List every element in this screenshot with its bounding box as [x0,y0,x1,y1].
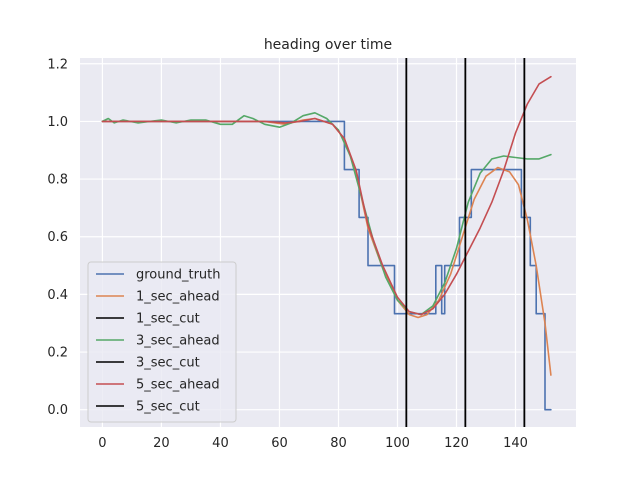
y-tick-label: 0.6 [47,230,68,245]
chart-title: heading over time [264,37,392,53]
y-axis-ticks: 0.0 0.2 0.4 0.6 0.8 1.0 1.2 [47,57,68,418]
legend-label: 3_sec_cut [136,356,200,371]
y-tick-label: 1.2 [47,57,68,72]
series-line-5-sec-ahead [101,75,552,316]
legend-label: 1_sec_cut [136,312,200,327]
x-axis-ticks: 0 20 40 60 80 100 120 140 [98,436,528,451]
cut-lines-layer [405,58,526,427]
y-tick-label: 1.0 [47,115,68,130]
legend-box [87,261,237,423]
legend-label: 3_sec_ahead [136,334,220,349]
legend-label: 1_sec_ahead [136,290,220,305]
y-tick-label: 0.8 [47,173,68,188]
y-tick-label: 0.2 [47,346,68,361]
x-tick-label: 60 [271,436,288,451]
legend-label: ground_truth [136,268,221,283]
legend-label: 5_sec_cut [136,400,200,415]
legend-label: 5_sec_ahead [136,378,220,393]
legend: ground_truth 1_sec_ahead 1_sec_cut 3_sec_ah… [87,261,237,423]
y-tick-label: 0.0 [47,403,68,418]
x-tick-label: 100 [385,436,410,451]
x-tick-label: 40 [212,436,229,451]
x-tick-label: 80 [330,436,347,451]
series-line-ground-truth [101,120,552,411]
x-tick-label: 120 [444,436,469,451]
x-tick-label: 0 [98,436,106,451]
series-layer [101,75,552,411]
x-tick-label: 20 [153,436,170,451]
x-tick-label: 140 [503,436,528,451]
y-tick-label: 0.4 [47,288,68,303]
